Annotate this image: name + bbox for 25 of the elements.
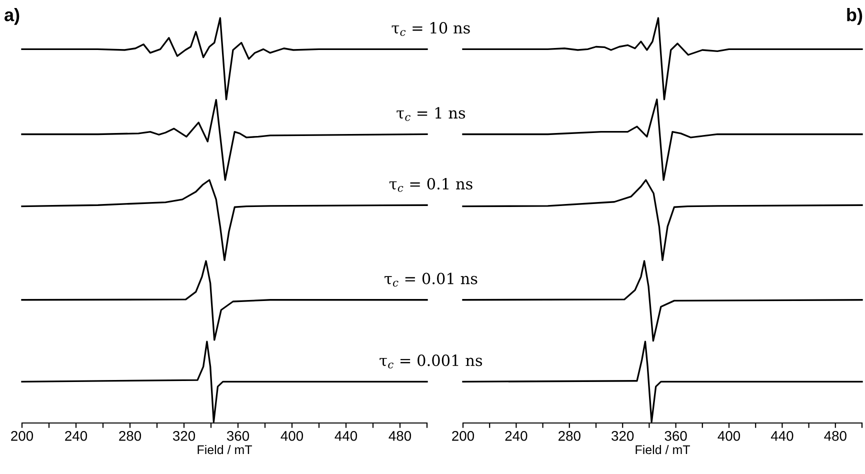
series-label: τ$_{c}$ = 10 ns: [392, 22, 470, 36]
x-tick-label: 360: [664, 431, 687, 441]
x-tick-label: 440: [770, 431, 794, 441]
x-tick-label: 280: [119, 431, 142, 441]
series-label: τ$_{c}$ = 0.01 ns: [384, 272, 478, 287]
x-tick-label: 440: [334, 431, 358, 441]
x-tick-label: 320: [172, 431, 196, 441]
chart-title: b): [847, 8, 862, 25]
x-tick-label: 360: [226, 431, 250, 441]
x-tick-label: 320: [612, 431, 634, 441]
x-tick-label: 240: [65, 431, 88, 441]
x-tick-label: 240: [505, 431, 528, 441]
x-tick-label: 280: [558, 431, 580, 441]
series-label: τ$_{c}$ = 0.1 ns: [389, 178, 472, 192]
series-label: τ$_{c}$ = 0.001 ns: [380, 354, 482, 368]
x-tick-label: 480: [824, 431, 846, 441]
x-tick-label: 400: [718, 431, 740, 441]
x-axis-title: Field / mT: [636, 444, 690, 454]
x-tick-label: 200: [11, 431, 34, 441]
x-tick-label: 480: [388, 431, 412, 441]
chart-title: a): [4, 8, 20, 25]
series-label: τ$_{c}$ = 1 ns: [396, 107, 466, 121]
x-tick-label: 200: [452, 431, 474, 441]
x-tick-label: 400: [280, 431, 304, 441]
x-axis-title: Field / mT: [198, 444, 252, 454]
